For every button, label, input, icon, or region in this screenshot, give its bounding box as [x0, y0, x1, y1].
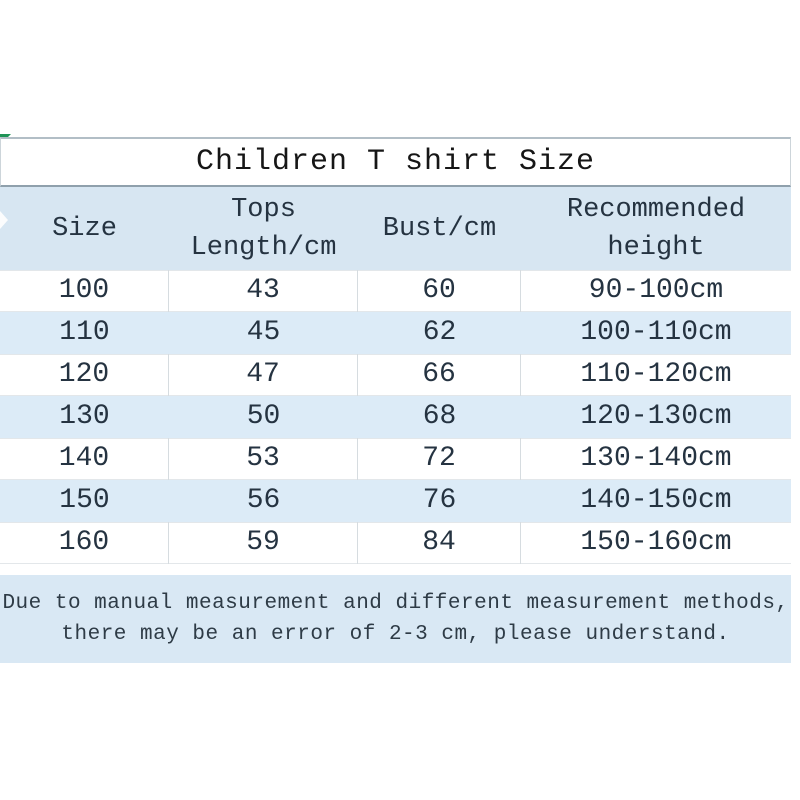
note-line-1: Due to manual measurement and different …	[2, 592, 789, 615]
cell-tops-length: 45	[246, 317, 281, 348]
header-left-notch-icon	[0, 211, 8, 229]
chart-title: Children T shirt Size	[195, 145, 596, 179]
cell-size: 120	[0, 354, 169, 396]
column-header-rec-line1: Recommended	[566, 194, 746, 225]
cell-recommended-height: 150-160cm	[580, 527, 732, 558]
cell-bust: 66	[358, 354, 521, 396]
cell-bust: 60	[358, 270, 521, 312]
note-line-2: there may be an error of 2-3 cm, please …	[61, 623, 730, 646]
cell-recommended-height: 130-140cm	[580, 443, 732, 474]
column-header-size: Size	[0, 187, 169, 270]
cell-bust: 84	[358, 522, 521, 564]
table-row: 160 59 84 150-160cm	[0, 522, 791, 564]
cell-tops-length: 47	[169, 354, 358, 396]
cell-size: 110	[59, 317, 110, 348]
table-row: 130 50 68 120-130cm	[0, 396, 791, 438]
cell-size: 160	[0, 522, 169, 564]
cell-recommended-height: 90-100cm	[588, 275, 724, 306]
column-header-tops-line2: Length/cm	[190, 232, 337, 263]
cell-bust: 62	[422, 317, 457, 348]
column-header-bust-label: Bust/cm	[382, 213, 497, 244]
column-header-rec-line2: height	[607, 232, 705, 263]
cell-size: 100	[0, 270, 169, 312]
table-header-row: Size Tops Length/cm Bust/cm Recommended …	[0, 187, 791, 270]
cell-size: 150	[59, 485, 110, 516]
column-header-tops-length: Tops Length/cm	[169, 187, 358, 270]
column-header-size-label: Size	[52, 213, 117, 244]
column-header-bust: Bust/cm	[358, 187, 521, 270]
cell-bust: 68	[422, 401, 457, 432]
table-body: 100 43 60 90-100cm 110 45 62 100-110cm 1…	[0, 270, 791, 564]
table-row: 120 47 66 110-120cm	[0, 354, 791, 396]
chart-title-row: Children T shirt Size	[0, 137, 791, 187]
column-header-tops-line1: Tops	[231, 194, 296, 225]
column-header-recommended-height: Recommended height	[521, 187, 791, 270]
cell-bust: 76	[422, 485, 457, 516]
measurement-note: Due to manual measurement and different …	[0, 575, 791, 663]
cell-recommended-height: 140-150cm	[580, 485, 732, 516]
table-row: 110 45 62 100-110cm	[0, 312, 791, 354]
cell-tops-length: 43	[169, 270, 358, 312]
cell-tops-length: 59	[169, 522, 358, 564]
table-row: 150 56 76 140-150cm	[0, 480, 791, 522]
cell-size: 130	[59, 401, 110, 432]
table-row: 100 43 60 90-100cm	[0, 270, 791, 312]
cell-tops-length: 56	[246, 485, 281, 516]
cell-bust: 72	[358, 438, 521, 480]
cell-tops-length: 50	[246, 401, 281, 432]
cell-tops-length: 53	[169, 438, 358, 480]
cell-size: 140	[0, 438, 169, 480]
table-row: 140 53 72 130-140cm	[0, 438, 791, 480]
cell-recommended-height: 100-110cm	[580, 317, 732, 348]
cell-recommended-height: 120-130cm	[580, 401, 732, 432]
cell-recommended-height: 110-120cm	[580, 359, 732, 390]
